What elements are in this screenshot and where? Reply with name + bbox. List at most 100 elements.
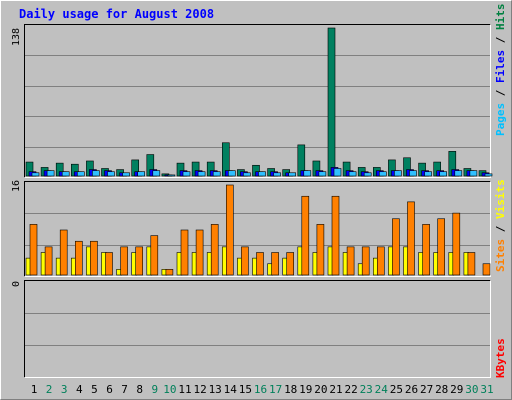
sites-bar <box>271 252 279 276</box>
sites-bar <box>256 252 264 276</box>
x-tick-label: 15 <box>239 383 252 396</box>
hits-legend-entry: Pages <box>494 103 507 136</box>
sites-bar <box>180 229 189 276</box>
sites-bar <box>150 235 159 276</box>
sites-legend-entry: Sites <box>494 239 507 272</box>
pages-bar <box>46 170 55 177</box>
pages-bar <box>424 171 432 177</box>
sites-ymax-label: 16 <box>11 180 22 192</box>
x-tick-label: 3 <box>61 383 68 396</box>
pages-bar <box>197 171 206 177</box>
pages-bar <box>333 168 342 177</box>
sites-bar <box>75 240 83 276</box>
sites-bar <box>226 184 234 276</box>
x-tick-label: 7 <box>121 383 128 396</box>
x-tick-label: 6 <box>106 383 113 396</box>
x-tick-label: 22 <box>344 383 357 396</box>
pages-bar <box>243 172 251 177</box>
x-tick-label: 28 <box>435 383 448 396</box>
sites-bar <box>44 246 53 276</box>
sites-bar <box>105 252 113 276</box>
sites-panel-edge-light <box>24 181 491 277</box>
sites-bar <box>241 246 249 276</box>
sites-bar <box>210 224 219 276</box>
pages-bar <box>92 170 100 177</box>
x-tick-label: 5 <box>91 383 98 396</box>
plot-panels <box>24 24 491 378</box>
sites-bar <box>301 195 310 276</box>
hits-legend-separator: / <box>494 30 507 50</box>
x-tick-label: 1 <box>31 383 38 396</box>
sites-bar <box>59 229 68 276</box>
x-tick-label: 24 <box>375 383 389 396</box>
bars <box>25 27 493 276</box>
x-tick-label: 12 <box>193 383 206 396</box>
sites-legend-entry: Visits <box>494 179 507 219</box>
x-tick-label: 10 <box>163 383 176 396</box>
x-tick-labels: 1 2 3 4 5 6 7 8 9 10 11 12 13 14 15 16 17 18 19 20 21 22 23 24 2… <box>31 383 494 396</box>
pages-bar <box>469 170 478 177</box>
hits-panel-edge <box>24 24 491 178</box>
sites-bar <box>452 212 461 276</box>
x-tick-label: 17 <box>269 383 282 396</box>
sites-bar <box>467 252 476 276</box>
x-tick-label: 2 <box>46 383 53 396</box>
pages-bar <box>273 172 281 177</box>
hits-legend: Pages / Files / Hits <box>494 4 507 137</box>
sites-bar <box>376 246 385 276</box>
sites-bar <box>29 224 38 276</box>
kbytes-legend-entry: KBytes <box>494 338 507 378</box>
kbytes-panel-edge-light <box>24 280 491 378</box>
pages-bar <box>303 170 312 177</box>
pages-bar <box>363 172 372 177</box>
pages-bar <box>212 171 221 177</box>
x-tick-label: 30 <box>465 383 478 396</box>
hits-ymax-label: 138 <box>11 28 22 46</box>
kbytes-legend: KBytes <box>494 338 507 378</box>
pages-bar <box>378 171 387 177</box>
legends: Pages / Files / Hits Sites / Visits KBytes <box>494 4 507 379</box>
x-tick-label: 14 <box>224 383 238 396</box>
pages-bar <box>152 170 161 177</box>
sites-bar <box>286 252 295 276</box>
sites-bar <box>331 195 340 276</box>
x-tick-label: 9 <box>151 383 158 396</box>
chart-title: Daily usage for August 2008 <box>19 7 214 21</box>
pages-bar <box>288 172 297 177</box>
x-tick-label: 27 <box>420 383 433 396</box>
sites-bar <box>316 224 325 276</box>
kbytes-panel-edge <box>24 280 491 378</box>
x-tick-label: 19 <box>299 383 312 396</box>
x-tick-label: 23 <box>360 383 373 396</box>
pages-bar <box>439 171 448 177</box>
x-tick-label: 25 <box>390 383 403 396</box>
sites-legend-separator: / <box>494 219 507 239</box>
sites-bar <box>90 240 98 276</box>
pages-bar <box>137 171 145 177</box>
x-tick-label: 26 <box>405 383 418 396</box>
x-tick-label: 8 <box>136 383 143 396</box>
sites-bar <box>346 246 355 276</box>
sites-bar <box>120 246 128 276</box>
hits-legend-entry: Files <box>494 50 507 83</box>
pages-bar <box>454 170 463 177</box>
sites-bar <box>135 246 143 276</box>
pages-bar <box>61 171 70 177</box>
x-tick-label: 11 <box>178 383 191 396</box>
hits-panel <box>24 24 491 178</box>
hits-legend-entry: Hits <box>494 4 507 31</box>
kbytes-ymax-label: 0 <box>11 281 22 287</box>
sites-bar <box>195 229 204 276</box>
sites-bar <box>407 201 415 276</box>
sites-bar <box>437 218 446 276</box>
pages-bar <box>348 171 357 177</box>
pages-bar <box>107 171 115 177</box>
hits-legend-separator: / <box>494 83 507 103</box>
pages-bar <box>318 171 327 177</box>
x-tick-label: 21 <box>329 383 342 396</box>
pages-bar <box>484 173 493 177</box>
sites-panel-edge <box>24 181 491 277</box>
pages-bar <box>31 172 40 177</box>
pages-bar <box>409 170 417 177</box>
x-tick-label: 18 <box>284 383 297 396</box>
